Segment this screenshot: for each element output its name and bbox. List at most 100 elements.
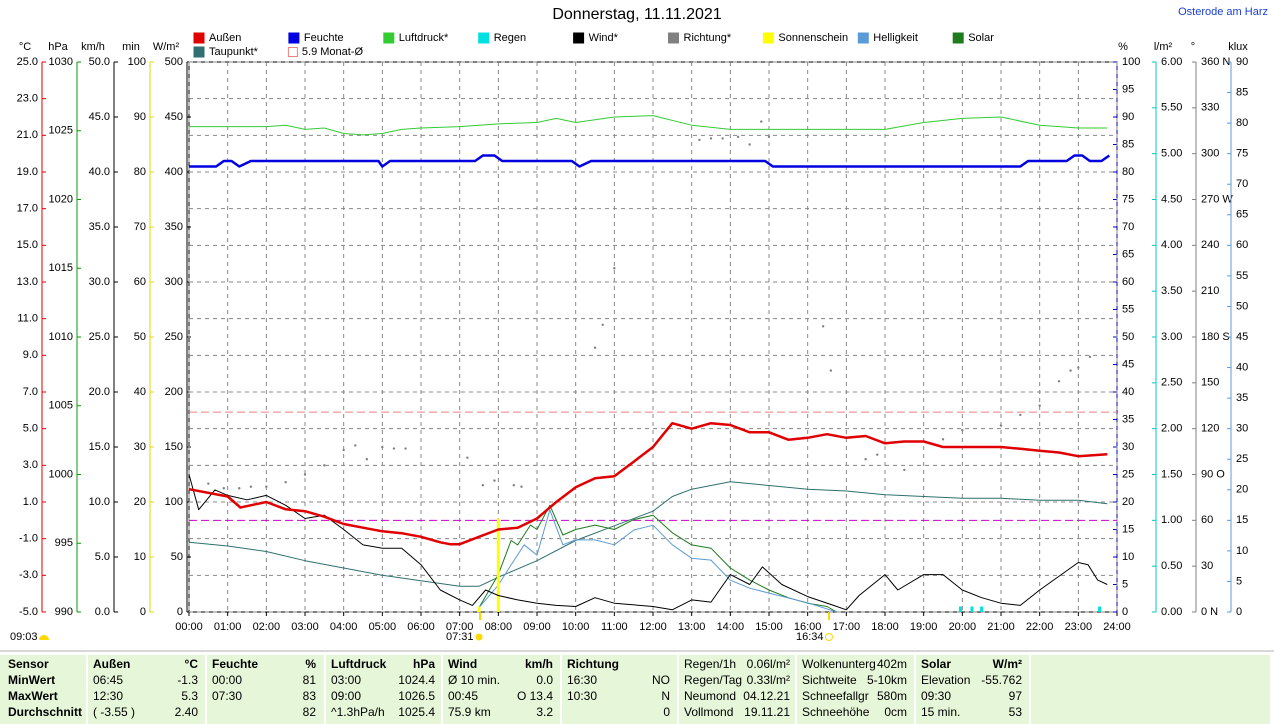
y-tick-label: 100 (1122, 56, 1140, 68)
stats-panel (0, 655, 1270, 724)
axis-label: ° (1191, 41, 1195, 53)
direction-dot (601, 323, 604, 326)
y-tick-label: 300 (1201, 148, 1219, 160)
x-tick-label: 02:00 (253, 621, 281, 633)
y-tick-label: 330 (1201, 102, 1219, 114)
direction-dot (392, 447, 396, 450)
x-tick-label: 11:00 (601, 621, 628, 633)
legend-label: Wind* (589, 32, 619, 44)
direction-dot (821, 325, 825, 328)
table-cell: 5.3 (181, 689, 198, 703)
y-tick-label: -1.0 (19, 533, 38, 545)
direction-dot (1069, 369, 1072, 372)
table-cell: Richtung (567, 657, 619, 671)
y-tick-label: -5.0 (19, 606, 38, 618)
direction-dot (864, 458, 867, 461)
y-tick-label: 15 (1236, 514, 1248, 526)
table-cell: N (661, 689, 670, 703)
x-tick-label: 04:00 (330, 621, 358, 633)
table-cell: 402m (877, 657, 907, 671)
table-cell: Sensor (8, 657, 49, 671)
table-cell: 1024.4 (398, 673, 435, 687)
legend-swatch (573, 32, 585, 44)
table-cell: 00:45 (448, 689, 478, 703)
table-cell: 06:45 (93, 673, 123, 687)
y-tick-label: 30 (1201, 560, 1213, 572)
axis-label: l/m² (1154, 41, 1173, 53)
y-tick-label: 2.50 (1161, 377, 1182, 389)
table-cell: 0.33l/m² (747, 673, 790, 687)
legend-swatch (288, 32, 300, 44)
axis-label: km/h (81, 41, 105, 53)
table-cell: ( -3.55 ) (93, 705, 135, 719)
legend-swatch (287, 47, 298, 57)
y-tick-label: 1005 (49, 400, 73, 412)
table-cell: Sichtweite (802, 673, 857, 687)
y-tick-label: 70 (1236, 178, 1248, 190)
legend-swatch (857, 32, 869, 44)
table-cell: 1025.4 (398, 705, 435, 719)
x-tick-label: 00:00 (175, 621, 203, 633)
axis-label: % (1118, 41, 1128, 53)
table-cell: 0cm (884, 705, 907, 719)
direction-dot (303, 473, 307, 476)
y-tick-label: 15 (1122, 523, 1134, 535)
y-tick-label: 200 (165, 386, 183, 398)
table-cell: % (305, 657, 316, 671)
y-tick-label: 30 (134, 441, 146, 453)
direction-dot (593, 346, 597, 349)
legend-swatch (193, 32, 205, 44)
bar (980, 606, 984, 612)
y-tick-label: 80 (1236, 117, 1248, 129)
table-cell: 19.11.21 (744, 705, 790, 719)
table-cell: 5-10km (867, 673, 907, 687)
direction-dot (207, 482, 210, 485)
table-cell: Wolkenunterg (802, 657, 876, 671)
table-cell: Regen/1h (684, 657, 736, 671)
y-tick-label: 75 (1122, 193, 1134, 205)
table-cell: Durchschnitt (8, 705, 82, 719)
x-tick-label: 23:00 (1065, 621, 1093, 633)
legend-label: Helligkeit (873, 32, 918, 44)
y-tick-label: 40 (1236, 361, 1248, 373)
sunrise-time: 07:31 (446, 631, 474, 643)
direction-dot (381, 445, 384, 449)
y-tick-label: 995 (55, 537, 73, 549)
y-tick-label: 360 N (1201, 56, 1230, 68)
table-cell: 0 (663, 705, 670, 719)
y-tick-label: 17.0 (17, 203, 38, 215)
y-tick-label: 300 (165, 276, 183, 288)
direction-dot (1077, 366, 1080, 369)
direction-dot (342, 448, 345, 452)
y-tick-label: 10 (134, 551, 146, 563)
direction-dot (265, 485, 268, 488)
y-tick-label: 5.0 (95, 551, 110, 563)
legend-label: 5.9 Monat-Ø (302, 46, 364, 58)
legend-label: Regen (494, 32, 526, 44)
table-cell: Schneehöhe (802, 705, 870, 719)
y-tick-label: 0 (1122, 606, 1128, 618)
y-tick-label: 25 (1236, 453, 1248, 465)
y-tick-label: 0 N (1201, 606, 1218, 618)
y-tick-label: 15.0 (17, 239, 38, 251)
x-tick-label: 14:00 (717, 621, 745, 633)
y-tick-label: 4.50 (1161, 193, 1182, 205)
x-tick-label: 19:00 (910, 621, 938, 633)
x-tick-label: 09:00 (523, 621, 551, 633)
y-tick-label: 450 (165, 111, 183, 123)
y-tick-label: 150 (1201, 377, 1219, 389)
table-cell: 53 (1009, 705, 1023, 719)
direction-dot (481, 483, 485, 487)
bar (496, 518, 500, 612)
series-line (189, 154, 1111, 168)
table-cell: Solar (921, 657, 951, 671)
y-tick-label: 0 (140, 606, 146, 618)
direction-dot (903, 468, 906, 472)
axis-label: min (122, 41, 140, 53)
y-tick-label: 90 (134, 111, 146, 123)
y-tick-label: 90 (1122, 111, 1134, 123)
chart-title: Donnerstag, 11.11.2021 (552, 6, 721, 23)
legend-label: Luftdruck* (399, 32, 449, 44)
table-cell: 82 (303, 705, 317, 719)
y-tick-label: 15.0 (89, 441, 110, 453)
